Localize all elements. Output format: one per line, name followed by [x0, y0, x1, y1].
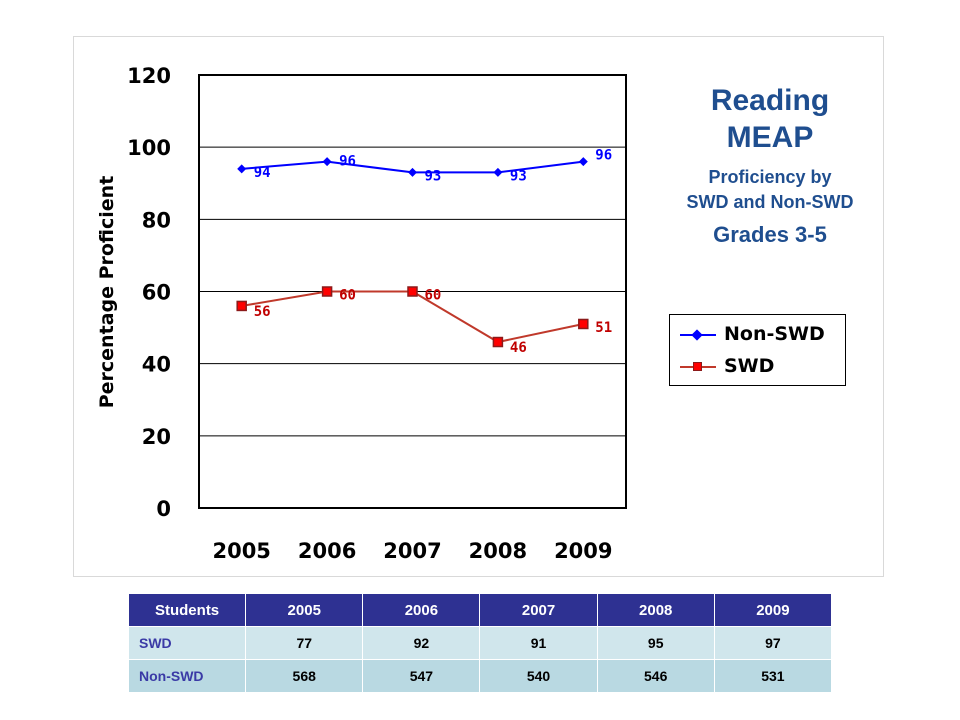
- table-cell: 97: [713, 626, 833, 660]
- table-cell: 546: [596, 659, 715, 693]
- y-tick-label: 60: [142, 281, 171, 305]
- data-label-non-swd: 93: [425, 168, 442, 184]
- data-point-non-swd: [408, 167, 417, 177]
- data-label-non-swd: 93: [510, 168, 527, 184]
- chart-title-line-2: MEAP: [726, 121, 814, 154]
- data-point-non-swd: [578, 157, 588, 167]
- data-label-swd: 51: [595, 320, 612, 336]
- legend-item-swd: SWD: [678, 353, 843, 381]
- x-tick-label: 2009: [554, 539, 612, 563]
- data-label-swd: 56: [254, 304, 271, 320]
- data-point-swd: [321, 286, 333, 297]
- table-row-label: SWD: [127, 626, 247, 660]
- table-header-2009: 2009: [713, 593, 833, 627]
- chart-subtitle-line-3: Grades 3-5: [713, 222, 827, 247]
- table-header-2008: 2008: [596, 593, 715, 627]
- data-label-swd: 60: [339, 288, 356, 304]
- table-row: SWD 77 92 91 95 97: [127, 626, 833, 660]
- legend-item-non-swd: Non-SWD: [678, 321, 843, 349]
- data-label-swd: 46: [510, 340, 527, 356]
- x-tick-label: 2007: [383, 539, 441, 563]
- y-tick-label: 120: [127, 64, 171, 88]
- table-row-label: Non-SWD: [127, 659, 247, 693]
- students-table: Students 2005 2006 2007 2008 2009 SWD 77…: [127, 593, 833, 693]
- chart-subtitle-line-2: SWD and Non-SWD: [686, 192, 854, 212]
- legend-label-non-swd: Non-SWD: [724, 323, 825, 345]
- data-label-non-swd: 96: [339, 154, 356, 170]
- data-point-non-swd: [237, 164, 247, 174]
- legend-marker-diamond-icon: [691, 329, 703, 341]
- x-tick-label: 2008: [469, 539, 527, 563]
- table-cell: 540: [479, 659, 598, 693]
- y-tick-label: 40: [142, 353, 171, 377]
- chart-title-line-1: Reading: [710, 84, 830, 117]
- y-tick-label: 100: [127, 136, 171, 160]
- data-label-non-swd: 96: [595, 148, 612, 164]
- data-point-non-swd: [322, 157, 332, 167]
- table-cell: 568: [245, 659, 364, 693]
- table-header-2005: 2005: [245, 593, 364, 627]
- table-cell: 77: [245, 626, 364, 660]
- chart-subtitle-line-1: Proficiency by: [708, 167, 832, 187]
- table-cell: 95: [596, 626, 715, 660]
- x-tick-label: 2005: [212, 539, 270, 563]
- y-tick-label: 0: [156, 497, 171, 521]
- table-row: Non-SWD 568 547 540 546 531: [127, 659, 833, 693]
- data-point-swd: [492, 336, 504, 348]
- table-cell: 92: [362, 626, 481, 660]
- table-cell: 531: [713, 659, 833, 693]
- data-point-non-swd: [493, 167, 503, 177]
- x-tick-label: 2006: [298, 539, 356, 563]
- y-tick-label: 20: [142, 425, 171, 449]
- table-cell: 91: [479, 626, 598, 660]
- legend-label-swd: SWD: [724, 355, 775, 377]
- y-tick-label: 80: [142, 208, 171, 232]
- table-header-row: Students 2005 2006 2007 2008 2009: [127, 593, 833, 627]
- table-cell: 547: [362, 659, 481, 693]
- table-header-2007: 2007: [479, 593, 598, 627]
- y-axis-label: Percentage Proficient: [96, 176, 118, 409]
- data-label-swd: 60: [425, 288, 442, 304]
- table-header-2006: 2006: [362, 593, 481, 627]
- table-header-students: Students: [127, 593, 247, 627]
- legend-marker-square-icon: [693, 362, 702, 371]
- line-chart: 0 20 40 60 80 100 120 2005 2006 2007 2008 2009 Perce…: [96, 64, 627, 563]
- chart-legend: Non-SWD SWD: [669, 314, 846, 386]
- data-label-non-swd: 94: [254, 165, 271, 181]
- data-point-swd: [407, 286, 418, 297]
- data-point-swd: [578, 318, 589, 330]
- data-point-swd: [236, 300, 247, 312]
